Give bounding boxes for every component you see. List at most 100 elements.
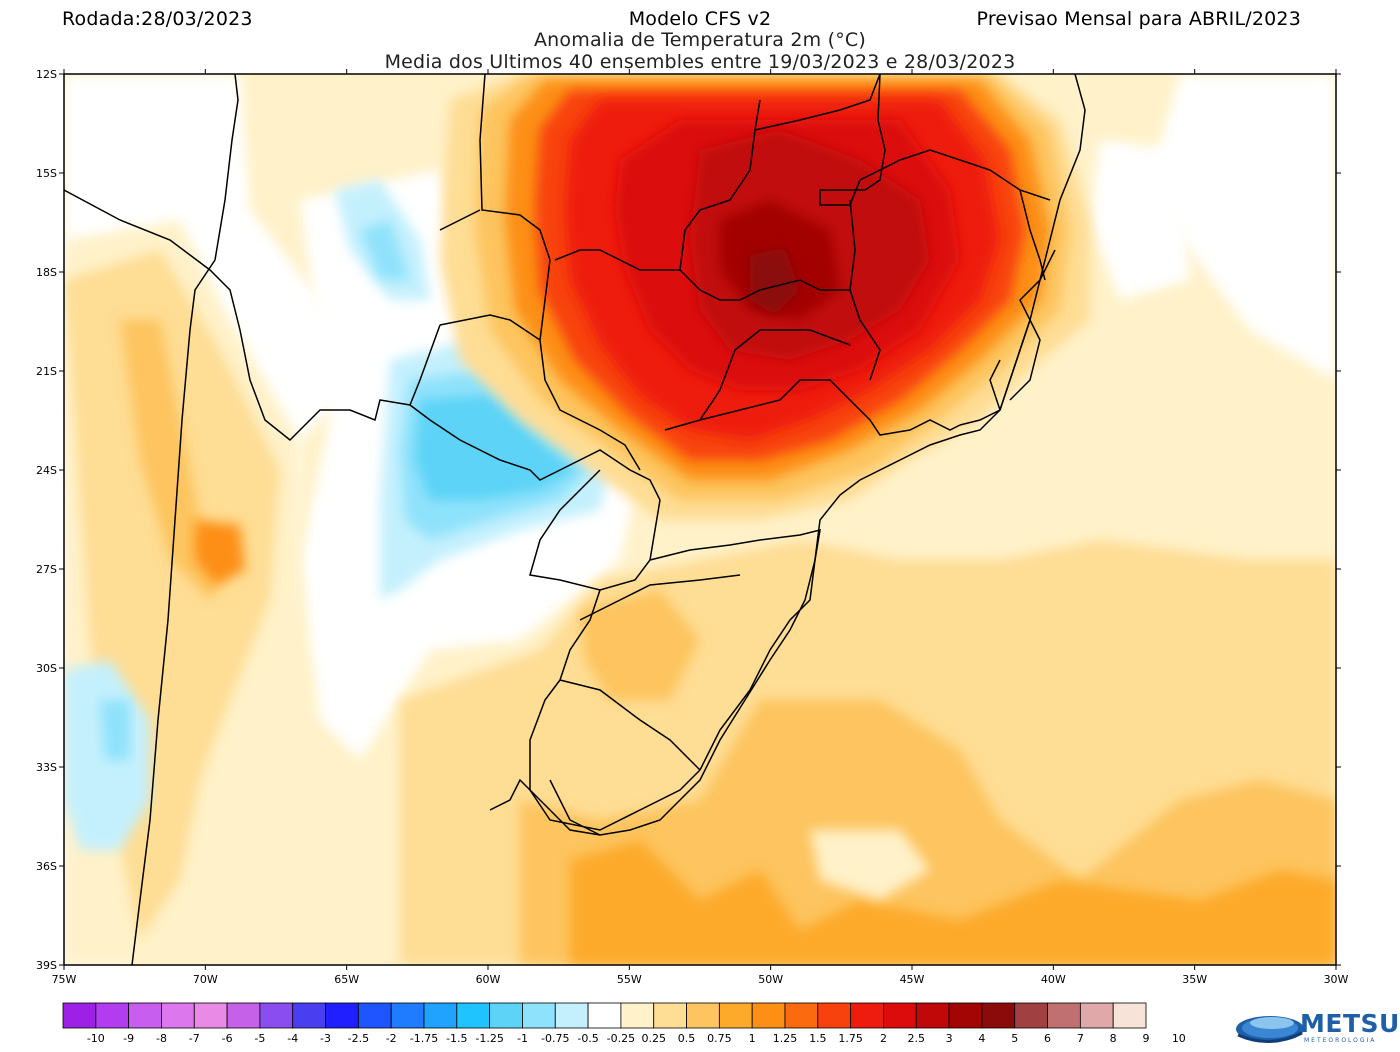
lat-label: 36S [36,860,57,873]
legend-label: -5 [254,1032,265,1045]
legend-labels: -10 -9 -8 -7 -6 -5 -4 -3 -2.5 -2 -1.75 -1.5 -1.25 -1-… [87,1032,1186,1045]
lon-label: 45W [900,973,925,986]
legend-swatch [1047,1002,1081,1029]
legend-label: 4 [978,1032,985,1045]
lon-label: 35W [1182,973,1207,986]
lon-label: 40W [1041,973,1066,986]
legend-label: 1.75 [838,1032,863,1045]
legend-swatch [1014,1002,1048,1029]
legend-label: -1.75 [410,1032,438,1045]
legend-swatch [423,1002,458,1029]
legend-label: -0.5 [577,1032,598,1045]
legend-swatch [193,1002,228,1029]
lon-label: 55W [617,973,642,986]
legend-label: 1.25 [773,1032,798,1045]
axis-ticks [59,69,1341,970]
lat-label: 18S [36,266,57,279]
lon-label: 65W [334,973,359,986]
legend-swatch [456,1002,491,1029]
legend-swatch [1112,1002,1147,1029]
legend-label: 10 [1172,1032,1186,1045]
anomaly-map: 12S 15S 18S 21S 24S 27S 30S 33S 36S 39S 75W 70W 65W… [36,68,1349,986]
legend-swatch [259,1002,294,1029]
legend-label: 6 [1044,1032,1051,1045]
legend-swatch [357,1002,392,1029]
lon-axis-labels: 75W 70W 65W 60W 55W 50W 45W 40W 35W 30W [52,973,1349,986]
legend-swatch [161,1002,195,1029]
legend-swatch [62,1002,97,1029]
legend-swatches [62,1002,1147,1029]
lon-label: 70W [193,973,218,986]
legend-label: 2 [880,1032,887,1045]
anomaly-field [64,74,1336,965]
legend-swatch [522,1002,556,1029]
legend-swatch [292,1002,326,1029]
lat-label: 27S [36,563,57,576]
legend-label: -0.75 [541,1032,569,1045]
lat-label: 21S [36,365,57,378]
legend-label: -1.5 [446,1032,467,1045]
legend-label: 1.5 [809,1032,827,1045]
legend-swatch [981,1002,1016,1029]
legend-swatch [390,1002,425,1029]
coastline [489,74,1086,836]
ensemble-subtitle: Media dos Ultimos 40 ensembles entre 19/… [384,51,1016,73]
lon-label: 50W [758,973,783,986]
legend-swatch [850,1002,884,1029]
legend-swatch [883,1002,917,1029]
lon-label: 75W [52,973,77,986]
brand-subtitle: METEOROLOGIA [1304,1037,1377,1044]
legend-label: 9 [1143,1032,1150,1045]
legend-swatch [718,1002,753,1029]
legend-swatch [751,1002,786,1029]
legend-swatch [325,1002,359,1029]
legend-swatch [95,1002,130,1029]
lon-label: 30W [1324,973,1349,986]
legend-label: -9 [123,1032,134,1045]
legend-label: -2 [386,1032,397,1045]
legend-label: 8 [1110,1032,1117,1045]
legend-label: -8 [156,1032,167,1045]
brand-name: METSUL [1300,1009,1400,1038]
legend-label: -10 [87,1032,105,1045]
legend-label: -1.25 [475,1032,503,1045]
lat-label: 39S [36,959,57,972]
legend-swatch [1079,1002,1114,1029]
metsul-logo-icon [1236,1016,1304,1044]
model-title: Modelo CFS v2 [628,8,772,30]
legend-label: 0.5 [678,1032,696,1045]
legend-label: 0.25 [641,1032,666,1045]
legend-swatch [817,1002,852,1029]
legend-swatch [653,1002,687,1029]
lat-label: 33S [36,761,57,774]
lat-axis-labels: 12S 15S 18S 21S 24S 27S 30S 33S 36S 39S [36,68,57,972]
legend-swatch [686,1002,720,1029]
legend-label: 7 [1077,1032,1084,1045]
legend-label: -3 [320,1032,331,1045]
legend-label: -2.5 [348,1032,369,1045]
legend-swatch [226,1002,261,1029]
legend-swatch [784,1002,819,1029]
lat-label: 12S [36,68,57,81]
forecast-label: Previsao Mensal para ABRIL/2023 [976,8,1301,30]
legend-swatch [948,1002,983,1029]
legend-label: -4 [287,1032,298,1045]
legend-label: 2.5 [908,1032,926,1045]
legend-swatch [587,1002,622,1029]
legend-label: 1 [749,1032,756,1045]
legend-label: 5 [1011,1032,1018,1045]
legend-swatch [489,1002,523,1029]
lat-label: 24S [36,464,57,477]
legend-label: -1 [517,1032,528,1045]
legend-label: 3 [946,1032,953,1045]
lon-label: 60W [476,973,501,986]
country-borders [64,74,1056,965]
legend-swatch [128,1002,162,1029]
legend-label: -6 [222,1032,233,1045]
lat-label: 15S [36,167,57,180]
legend-swatch [620,1002,655,1029]
legend-label: 0.75 [707,1032,732,1045]
lat-label: 30S [36,662,57,675]
legend-swatch [915,1002,950,1029]
